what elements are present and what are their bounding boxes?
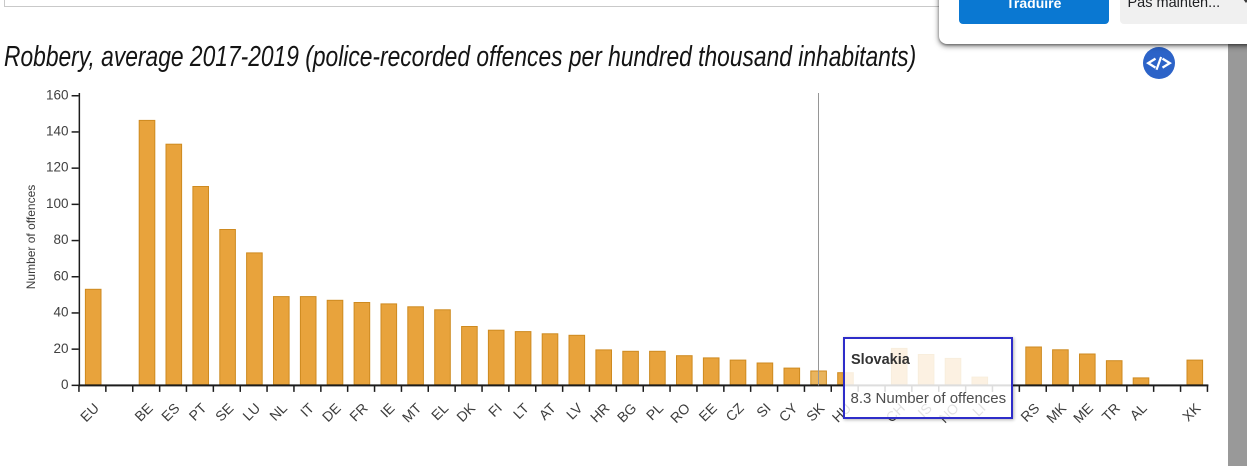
svg-text:XK: XK (1179, 399, 1204, 424)
svg-text:RS: RS (1017, 400, 1042, 425)
svg-text:80: 80 (53, 232, 68, 247)
svg-text:LV: LV (563, 399, 586, 422)
svg-text:160: 160 (46, 87, 69, 102)
svg-text:TR: TR (1099, 400, 1124, 425)
svg-text:IE: IE (377, 400, 398, 421)
svg-text:HR: HR (587, 400, 613, 426)
svg-text:40: 40 (53, 305, 68, 320)
svg-text:MK: MK (1043, 399, 1070, 426)
svg-text:ES: ES (158, 400, 183, 425)
svg-text:CZ: CZ (722, 399, 747, 424)
svg-text:NL: NL (266, 400, 290, 424)
svg-text:DE: DE (319, 400, 344, 425)
svg-text:0: 0 (61, 377, 69, 392)
svg-text:SI: SI (753, 400, 774, 421)
svg-text:LT: LT (510, 400, 532, 422)
svg-text:MT: MT (399, 399, 425, 425)
svg-text:ME: ME (1070, 400, 1096, 426)
svg-text:FR: FR (346, 400, 371, 425)
svg-text:LU: LU (239, 400, 263, 424)
svg-text:SK: SK (803, 399, 828, 424)
svg-text:AL: AL (1126, 400, 1150, 424)
svg-text:20: 20 (53, 341, 68, 356)
svg-text:BE: BE (131, 400, 156, 425)
svg-text:SE: SE (212, 400, 237, 425)
svg-text:RO: RO (667, 400, 693, 426)
svg-text:EE: EE (695, 400, 720, 425)
svg-text:DK: DK (453, 399, 479, 425)
svg-text:EU: EU (77, 400, 102, 425)
svg-text:FI: FI (485, 400, 505, 420)
svg-text:PL: PL (643, 400, 667, 424)
svg-text:100: 100 (46, 196, 69, 211)
svg-text:IT: IT (297, 399, 317, 419)
svg-text:120: 120 (46, 160, 69, 175)
svg-text:AT: AT (536, 399, 560, 423)
svg-text:140: 140 (46, 124, 69, 139)
svg-text:Number of offences: Number of offences (24, 185, 38, 290)
svg-text:PT: PT (186, 399, 210, 423)
svg-text:BG: BG (614, 400, 640, 426)
svg-text:60: 60 (53, 268, 68, 283)
svg-text:CY: CY (776, 399, 802, 425)
svg-text:EL: EL (428, 400, 452, 424)
